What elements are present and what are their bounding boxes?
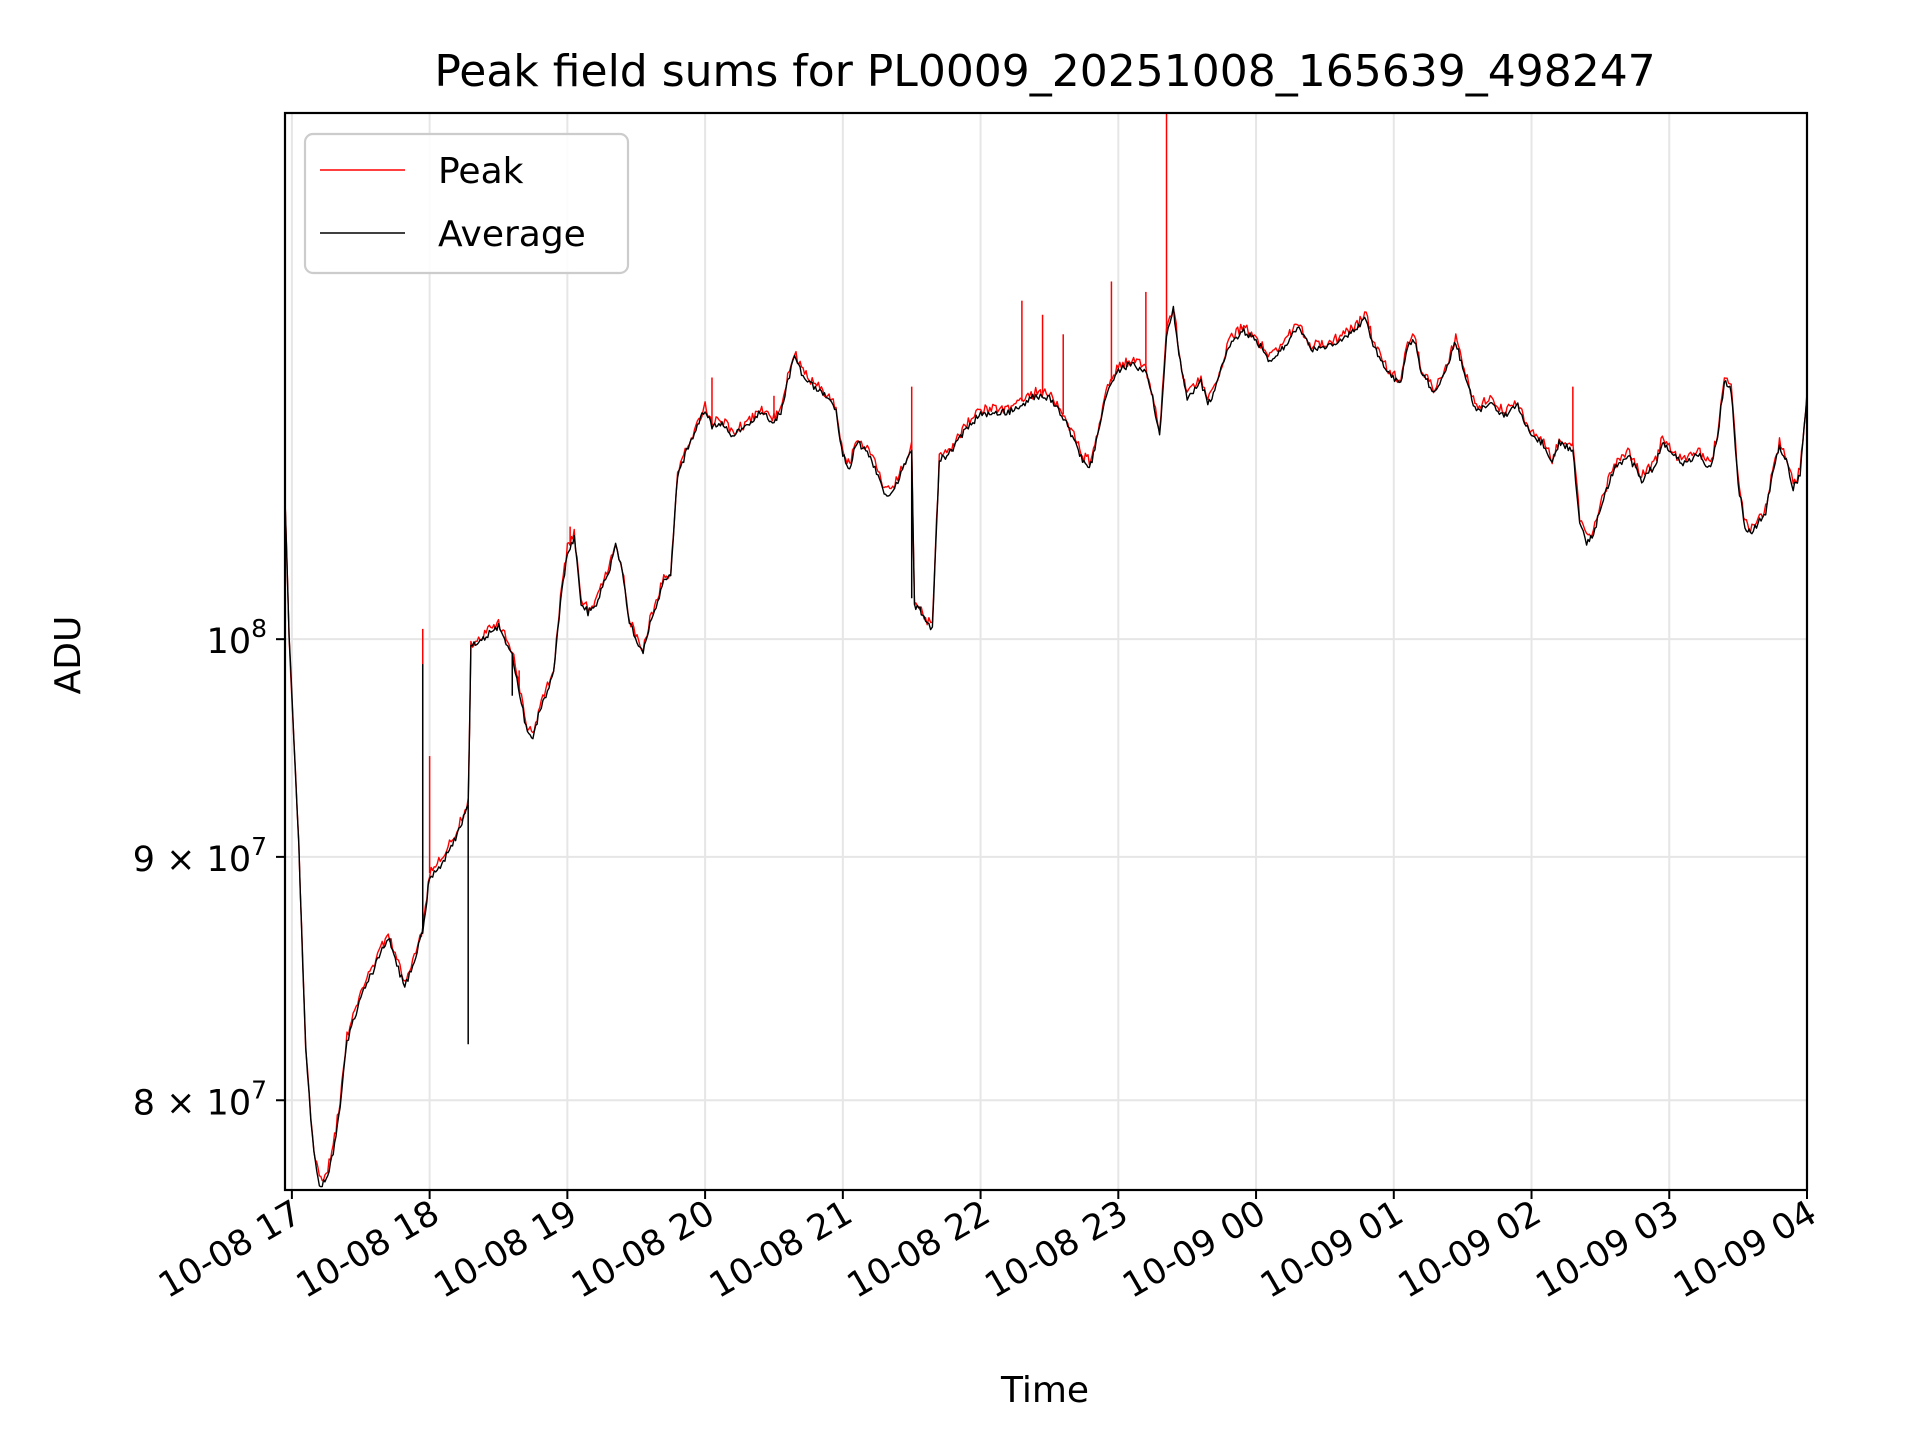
legend-box — [303, 132, 630, 275]
legend: Peak Average — [303, 132, 630, 275]
y-tick-label: 8 × 107 — [133, 1075, 267, 1123]
series-average-line — [285, 305, 1807, 1188]
y-axis-label: ADU — [48, 616, 89, 695]
x-axis-label: Time — [1000, 1370, 1089, 1411]
series-average-spikes — [421, 449, 913, 1045]
series-peak-line — [285, 308, 1807, 1182]
y-tick-label: 108 — [207, 614, 267, 662]
grid — [285, 113, 1808, 1190]
legend-average-label: Average — [438, 214, 586, 255]
plot-frame — [283, 111, 1809, 1192]
y-tick-label: 9 × 107 — [133, 832, 267, 880]
y-axis: 8 × 107 9 × 107 108 — [133, 614, 285, 1123]
chart-title: Peak field sums for PL0009_20251008_1656… — [434, 46, 1655, 97]
series-peak-spikes — [421, 113, 1574, 927]
legend-peak-label: Peak — [438, 151, 524, 192]
